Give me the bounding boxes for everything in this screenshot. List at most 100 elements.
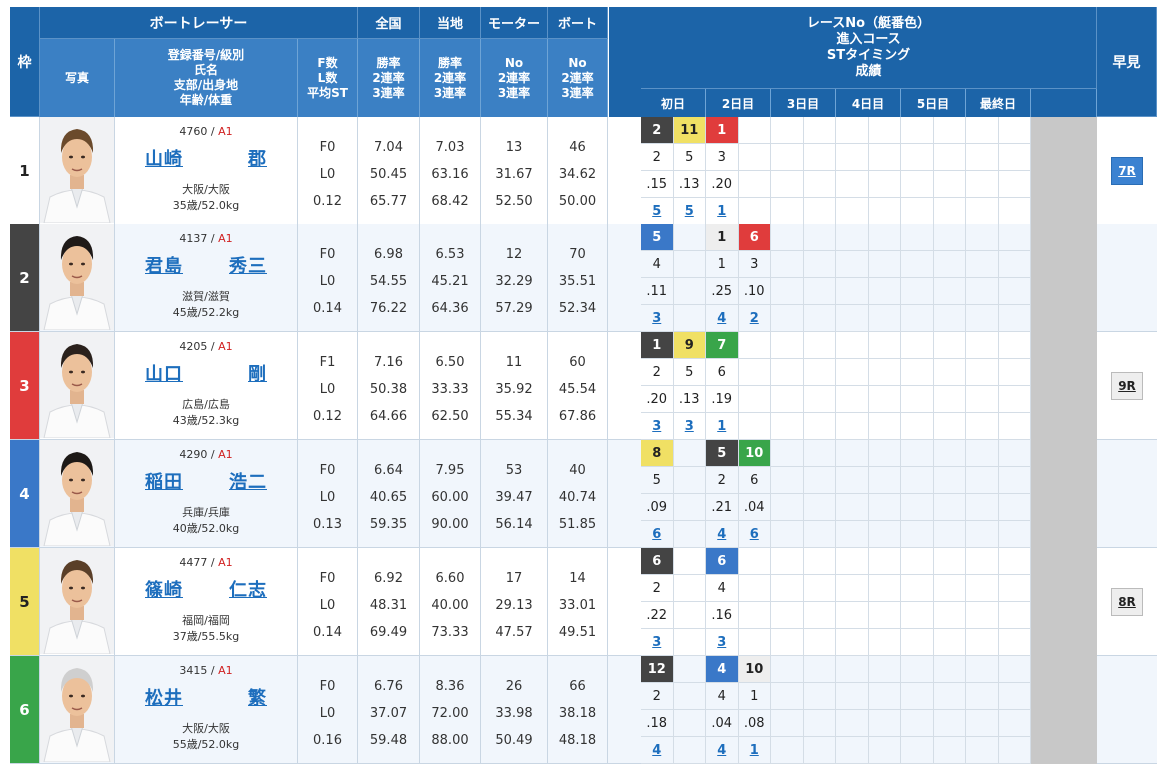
series-cell [933,144,966,171]
racer-name-link[interactable]: 稲田 浩二 [145,468,267,494]
series-st: .13 [673,171,706,198]
fl-stats: F0 L0 0.14 [298,224,358,331]
series-race-no: 6 [738,224,771,251]
series-rank-link[interactable]: 4 [641,737,674,764]
series-cell [771,413,804,440]
motor-stats: 13 31.67 52.50 [481,117,548,224]
series-rank-link[interactable]: 3 [706,629,739,656]
series-rank-link[interactable]: 3 [673,413,706,440]
series-cell [836,278,869,305]
series-cell [836,171,869,198]
racer-surname: 篠崎 [145,580,183,601]
fl-stats-value: F0 [319,463,336,478]
boat-stats: 60 45.54 67.86 [548,332,608,439]
series-race-no: 1 [706,117,739,144]
series-cell [836,117,869,144]
final-day-shade [1031,656,1097,764]
series-rank-link[interactable]: 1 [706,198,739,225]
racer-name-link[interactable]: 君島 秀三 [145,252,267,278]
series-rank-link[interactable]: 6 [641,521,674,548]
series-cell [836,602,869,629]
series-cell [901,386,934,413]
series-race-no: 1 [706,224,739,251]
national-rates: 6.64 40.65 59.35 [358,440,420,547]
racer-reg-number: 4477 [179,556,208,569]
racer-class: A1 [218,125,233,138]
series-course: 5 [673,144,706,171]
series-st [673,602,706,629]
national-rates: 7.16 50.38 64.66 [358,332,420,439]
national-rates-value: 50.45 [369,167,408,182]
series-rank-link[interactable]: 5 [673,198,706,225]
early-race-button[interactable]: 9R [1111,371,1143,400]
series-cell [771,198,804,225]
series-cell [836,251,869,278]
series-st: .10 [738,278,771,305]
early-check-cell: 9R [1097,332,1157,440]
racer-reg-class: 4477 / A1 [115,556,297,569]
motor-stats-value: 55.34 [495,409,533,424]
series-rank-link[interactable]: 5 [641,198,674,225]
series-cell [771,386,804,413]
series-cell [771,710,804,737]
series-rank-link[interactable]: 6 [738,521,771,548]
series-cell [868,467,901,494]
racer-name-link[interactable]: 山口 剛 [145,360,267,386]
header-local-rates: 勝率 2連率 3連率 [420,39,481,117]
boat-stats-value: 35.51 [558,274,597,289]
series-cell [771,117,804,144]
series-rank-link[interactable]: 3 [641,629,674,656]
early-check-cell: 8R [1097,548,1157,656]
racer-name-link[interactable]: 松井 繁 [145,684,267,710]
series-rank-link[interactable]: 2 [738,305,771,332]
series-course: 3 [738,251,771,278]
series-cell [836,305,869,332]
series-rank-link[interactable]: 3 [641,413,674,440]
motor-stats: 53 39.47 56.14 [481,440,548,547]
racer-branch: 滋賀/滋賀 [182,290,230,303]
national-rates-value: 6.76 [374,679,403,694]
racer-given-name: 剛 [248,364,267,385]
series-cell [966,359,999,386]
national-rates-value: 6.98 [374,247,403,262]
national-rates-value: 40.65 [369,490,408,505]
early-race-button[interactable]: 8R [1111,587,1143,616]
series-cell [771,171,804,198]
early-race-button[interactable]: 7R [1111,156,1143,185]
national-rates: 7.04 50.45 65.77 [358,117,420,224]
racer-age-weight: 45歳/52.2kg [172,306,240,319]
series-rank-link[interactable]: 4 [706,737,739,764]
header-motor-rates: No 2連率 3連率 [481,39,548,117]
series-cell [998,198,1031,225]
national-rates: 6.98 54.55 76.22 [358,224,420,331]
series-rank-link[interactable]: 3 [641,305,674,332]
series-cell [901,332,934,359]
racer-name-link[interactable]: 山崎 郡 [145,145,267,171]
fl-stats: F0 L0 0.13 [298,440,358,547]
series-cell [738,144,771,171]
series-rank-link[interactable]: 4 [706,521,739,548]
boat-stats-value: 45.54 [558,382,597,397]
series-cell [901,117,934,144]
racer-info: 3415 / A1 松井 繁大阪/大阪 55歳/52.0kg [115,656,298,763]
series-rank-link[interactable]: 1 [706,413,739,440]
series-cell [738,575,771,602]
series-rank-link[interactable]: 1 [738,737,771,764]
series-cell [901,656,934,683]
series-cell [771,305,804,332]
series-st: .04 [706,710,739,737]
racer-surname: 山口 [145,364,183,385]
series-cell [933,521,966,548]
waku-number: 2 [10,224,40,331]
racer-name-link[interactable]: 篠崎 仁志 [145,576,267,602]
series-cell [836,548,869,575]
series-st: .20 [641,386,674,413]
header-rate-line: 2連率 [372,70,405,85]
series-cell [771,575,804,602]
boat-stats-value: 46 [569,140,586,155]
series-cell [836,629,869,656]
series-cell [771,494,804,521]
series-cell [901,683,934,710]
series-rank-link[interactable]: 4 [706,305,739,332]
series-cell [998,332,1031,359]
